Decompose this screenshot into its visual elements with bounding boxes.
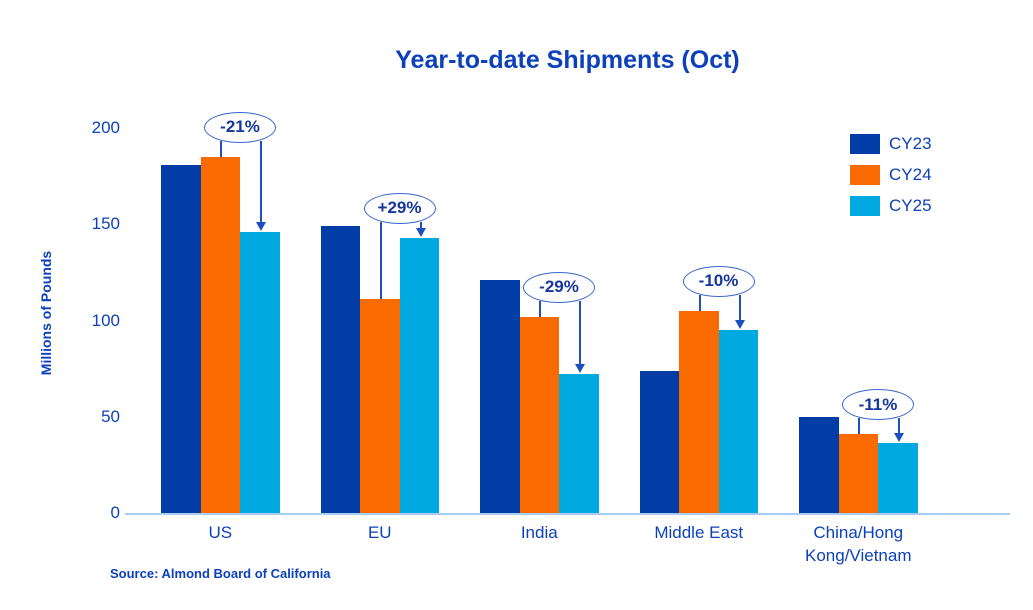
bar-cy24-us <box>200 156 240 513</box>
annotation-arrow-line-china-hong-kong-vietnam <box>898 418 900 434</box>
x-axis-label-china-hong-kong-vietnam: China/Hong Kong/Vietnam <box>805 523 912 565</box>
legend-item-cy25: CY25 <box>850 196 932 216</box>
x-axis-label-india: India <box>520 523 558 542</box>
y-tick-label-100: 100 <box>91 310 120 330</box>
y-tick-label-200: 200 <box>91 118 120 137</box>
legend-swatch-cy25 <box>850 196 880 216</box>
bar-cy24-middle-east <box>679 310 719 513</box>
annotation-bubble-eu: +29% <box>363 192 436 224</box>
annotation-arrowhead-india <box>575 364 585 374</box>
legend-item-cy23: CY23 <box>850 134 932 154</box>
annotation-bubble-middle-east: -10% <box>682 265 755 297</box>
x-axis-label-middle-east: Middle East <box>654 523 744 542</box>
annotation-connector-china-hong-kong-vietnam <box>858 418 860 435</box>
bar-cy23-india <box>480 280 520 513</box>
annotation-connector-middle-east <box>698 294 701 311</box>
x-axis-labels: US EU India Middle East China/Hong Kong/Vietn… <box>125 521 1010 573</box>
bar-cy23-middle-east <box>639 370 679 513</box>
legend-swatch-cy23 <box>850 134 880 154</box>
annotation-arrowhead-us <box>256 221 266 231</box>
legend: CY23 CY24 CY25 <box>850 134 932 227</box>
annotation-arrow-line-india <box>579 300 581 366</box>
annotation-connector-india <box>539 300 541 317</box>
annotation-arrow-line-middle-east <box>738 294 741 322</box>
annotation-connector-us <box>220 140 222 157</box>
annotation-bubble-us: -21% <box>204 111 276 143</box>
source-note: Source: Almond Board of California <box>110 566 331 581</box>
y-tick-label-150: 150 <box>91 214 120 234</box>
x-axis-label-eu: EU <box>367 523 392 542</box>
chart-title: Year-to-date Shipments (Oct) <box>395 46 740 74</box>
annotation-arrowhead-eu <box>415 227 426 237</box>
y-tick-label-0: 0 <box>110 503 120 522</box>
y-tick-label-50: 50 <box>101 406 120 426</box>
bar-cy25-india <box>559 374 599 513</box>
bar-cy24-china-hong-kong-vietnam <box>838 434 878 513</box>
y-axis: 0 50 100 150 200 <box>0 118 120 522</box>
bar-cy24-india <box>519 316 559 513</box>
annotation-arrow-line-us <box>260 140 262 223</box>
annotation-arrowhead-middle-east <box>734 320 745 330</box>
annotation-arrow-line-eu <box>419 221 422 229</box>
bar-cy25-eu <box>399 237 439 513</box>
bar-cy23-eu <box>320 226 360 513</box>
annotation-arrowhead-china-hong-kong-vietnam <box>894 432 904 442</box>
bar-cy24-eu <box>360 299 400 513</box>
annotation-connector-eu <box>379 221 382 300</box>
plot-area: -21% +29% -29% -10% -11% <box>125 111 1010 515</box>
bar-cy25-china-hong-kong-vietnam <box>878 442 918 513</box>
bar-cy25-middle-east <box>718 330 758 513</box>
bar-cy23-us <box>161 164 201 513</box>
annotation-bubble-china-hong-kong-vietnam: -11% <box>842 389 914 421</box>
legend-label-cy25: CY25 <box>889 196 932 215</box>
legend-swatch-cy24 <box>850 165 880 185</box>
legend-label-cy24: CY24 <box>889 165 932 184</box>
bar-cy23-china-hong-kong-vietnam <box>799 416 839 513</box>
annotation-bubble-india: -29% <box>523 271 595 303</box>
legend-item-cy24: CY24 <box>850 165 932 185</box>
bar-cy25-us <box>240 231 280 513</box>
x-axis-label-us: US <box>208 523 233 542</box>
legend-label-cy23: CY23 <box>889 134 932 153</box>
